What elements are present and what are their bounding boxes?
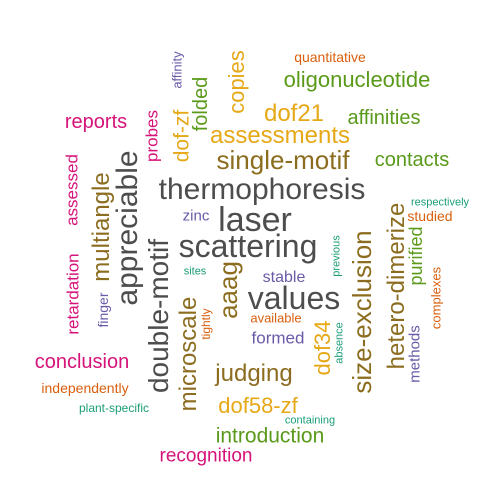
word-stable: stable — [262, 269, 306, 286]
word-absence: absence — [333, 322, 346, 364]
word-judging: judging — [215, 360, 293, 387]
word-purified: purified — [406, 226, 426, 286]
word-reports: reports — [64, 111, 128, 133]
word-size-exclusion: size-exclusion — [347, 230, 377, 394]
word-studied: studied — [407, 208, 453, 224]
word-recognition: recognition — [159, 445, 253, 467]
word-contacts: contacts — [374, 149, 450, 171]
word-folded: folded — [190, 76, 212, 132]
word-containing: containing — [284, 414, 336, 427]
word-microscale: microscale — [175, 296, 202, 412]
word-quantitative: quantitative — [294, 49, 366, 65]
word-appreciable: appreciable — [111, 150, 144, 306]
word-dof21: dof21 — [263, 100, 325, 127]
word-oligonucleotide: oligonucleotide — [283, 67, 431, 92]
word-methods: methods — [406, 325, 424, 383]
word-double-motif: double-motif — [143, 238, 174, 394]
word-introduction: introduction — [215, 424, 325, 448]
word-multiangle: multiangle — [88, 172, 115, 282]
word-previous: previous — [330, 235, 343, 277]
word-conclusion: conclusion — [34, 351, 130, 373]
word-formed: formed — [251, 328, 305, 348]
word-available: available — [250, 310, 302, 326]
word-single-motif: single-motif — [216, 145, 350, 175]
word-dof34: dof34 — [310, 320, 335, 376]
word-copies: copies — [224, 50, 249, 114]
word-complexes: complexes — [428, 266, 444, 330]
word-affinity: affinity — [169, 51, 185, 89]
word-laser: laser — [218, 201, 292, 239]
word-scattering: scattering — [178, 228, 318, 264]
word-respectively: respectively — [410, 196, 470, 209]
word-affinities: affinities — [347, 107, 421, 129]
word-plant-specific: plant-specific — [78, 401, 150, 415]
word-retardation: retardation — [63, 253, 83, 335]
word-assessed: assessed — [62, 154, 82, 226]
word-assessments: assessments — [209, 122, 351, 149]
word-finger: finger — [95, 292, 111, 328]
word-tightly: tightly — [199, 308, 213, 340]
word-independently: independently — [41, 380, 129, 396]
word-zinc: zinc — [182, 207, 210, 225]
word-aaag: aaag — [213, 261, 243, 319]
word-thermophoresis: thermophoresis — [158, 173, 366, 206]
word-sites: sites — [183, 265, 207, 278]
word-dof58-zf: dof58-zf — [218, 393, 298, 418]
word-values: values — [247, 280, 341, 316]
word-probes: probes — [142, 110, 162, 162]
